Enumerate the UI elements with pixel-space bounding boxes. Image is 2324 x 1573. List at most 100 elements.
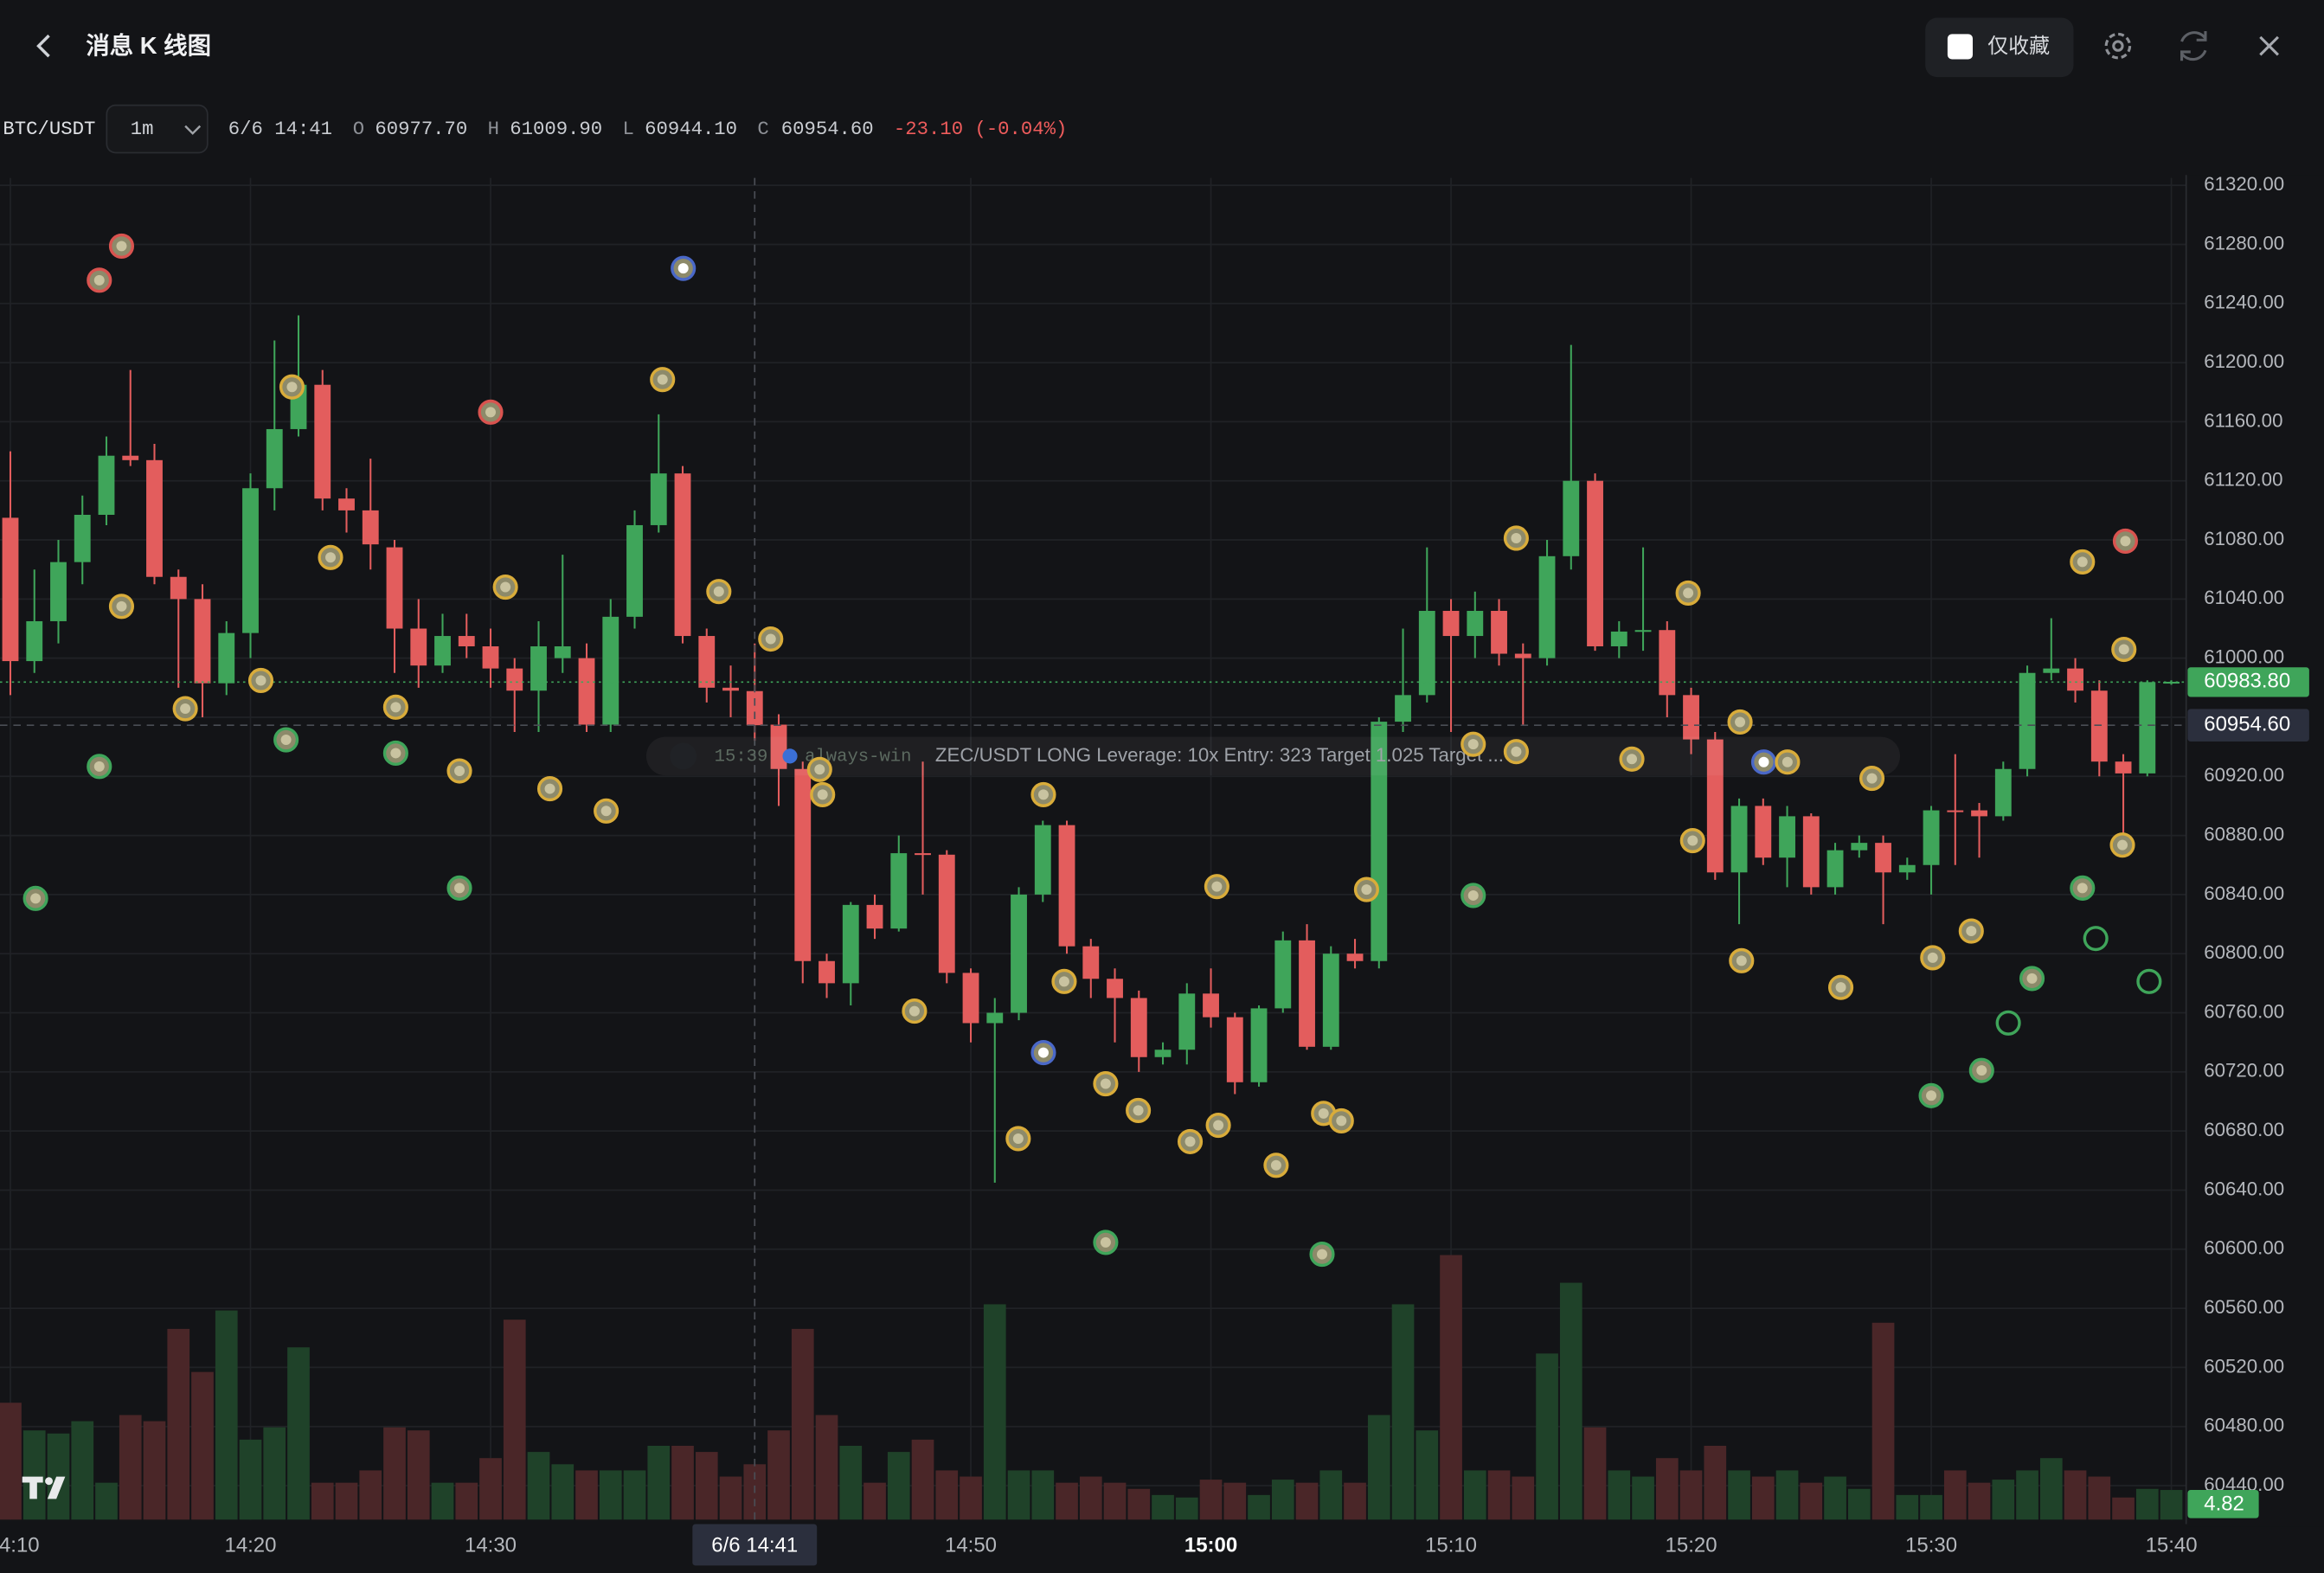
avatar: [670, 742, 697, 770]
y-tick-label: 60520.00: [2204, 1355, 2284, 1377]
marker-icon: [116, 241, 127, 252]
candle-body: [866, 904, 883, 929]
news-tooltip[interactable]: [645, 736, 1901, 776]
candle-body: [1875, 843, 1891, 873]
candle-body: [938, 854, 955, 973]
volume-bar: [719, 1476, 742, 1520]
x-tick-label: 15:00: [1184, 1533, 1237, 1557]
marker-icon: [2118, 644, 2129, 655]
interval-select[interactable]: [106, 104, 209, 154]
volume-bar: [2016, 1470, 2038, 1520]
crosshair-y-tag: [2187, 709, 2309, 742]
marker-icon: [1976, 1065, 1987, 1076]
news-markers: [22, 233, 2162, 1268]
candle-body: [242, 488, 259, 633]
candle-body: [1346, 953, 1364, 961]
volume-tag-label: 4.82: [2204, 1493, 2244, 1516]
marker-icon: [814, 764, 825, 775]
marker-icon: [1927, 952, 1938, 963]
volume-bar: [1127, 1488, 1151, 1520]
candle-body: [1322, 953, 1339, 1047]
marker-icon: [1736, 955, 1747, 966]
marker-icon: [1835, 982, 1846, 993]
close-button[interactable]: [2259, 35, 2279, 56]
candle-body: [2139, 682, 2156, 774]
candle-body: [1802, 816, 1820, 888]
legend-key: H: [488, 118, 499, 140]
volume-bar: [503, 1319, 526, 1520]
y-tick-label: 60680.00: [2204, 1119, 2284, 1140]
volume-bar: [1896, 1494, 1919, 1520]
marker-icon: [817, 789, 828, 800]
candle-body: [962, 973, 979, 1024]
volume-bar: [1992, 1480, 2015, 1520]
volume-bar: [551, 1464, 575, 1520]
candle-body: [1442, 611, 1460, 637]
candle-body: [2115, 761, 2132, 774]
candle-body: [1730, 806, 1748, 873]
volume-bar: [1583, 1427, 1607, 1520]
marker-icon: [2026, 973, 2038, 984]
x-tick-label: 4:10: [0, 1533, 40, 1557]
candle-body: [1514, 653, 1531, 658]
marker-icon: [600, 806, 612, 817]
candle-body: [1107, 979, 1123, 998]
marker-icon: [1758, 756, 1769, 767]
candle-body: [578, 658, 595, 725]
candle-body: [1538, 555, 1556, 658]
volume-bar: [1103, 1482, 1127, 1520]
candle-body: [506, 668, 523, 691]
volume-bar: [599, 1470, 622, 1520]
volume-bar: [671, 1445, 694, 1520]
news-time: 15:39: [715, 747, 768, 767]
marker-icon: [1735, 716, 1746, 728]
volume-bar: [1056, 1482, 1078, 1520]
volume-bar: [1223, 1482, 1247, 1520]
volume-bar: [767, 1430, 790, 1520]
volume-bar: [2135, 1488, 2159, 1520]
legend-key: C: [757, 118, 768, 140]
volume-bar: [191, 1371, 214, 1520]
volume-bar: [263, 1427, 286, 1520]
volume-bar: [1943, 1470, 1967, 1520]
crosshair-x-tag: [692, 1524, 818, 1566]
y-tick-label: 61240.00: [2204, 292, 2284, 313]
candle-body: [1130, 998, 1147, 1057]
chevron: [184, 125, 202, 135]
candle-body: [1395, 695, 1411, 722]
candle-body: [458, 636, 475, 646]
favorites-toggle[interactable]: [1925, 17, 2074, 78]
candle-body: [794, 768, 812, 961]
candle-body: [1274, 940, 1292, 1009]
marker-icon: [1926, 1090, 1937, 1101]
marker-icon: [1318, 1108, 1329, 1119]
candle-body: [1826, 850, 1844, 888]
candle-body: [122, 455, 139, 460]
candle-body: [98, 455, 115, 515]
volume-bar: [119, 1415, 142, 1520]
candle-body: [602, 616, 620, 725]
axes: 61320.00 61280.00 61240.00 61200.00 61160.00…: [0, 173, 2309, 1566]
legend-time: 6/6 14:41: [228, 118, 332, 140]
marker-icon: [2117, 839, 2128, 851]
candle-body: [1011, 894, 1027, 1013]
settings-button[interactable]: [2104, 32, 2132, 60]
candle-body: [1610, 631, 1627, 646]
badge: [782, 748, 798, 764]
candle-body: [2067, 668, 2083, 691]
volume-bar: [1847, 1488, 1871, 1520]
y-tick-label: 61160.00: [2204, 409, 2282, 431]
marker-icon: [713, 586, 724, 597]
back-button[interactable]: [36, 34, 50, 58]
volume-bar: [239, 1439, 262, 1520]
volume-bar: [1440, 1255, 1462, 1520]
candle-body: [1467, 611, 1484, 637]
refresh-button[interactable]: [2180, 30, 2207, 61]
volume-bar: [95, 1482, 118, 1520]
candle-body: [410, 628, 427, 666]
legend-value: 60954.60: [781, 118, 874, 140]
checkbox[interactable]: [1947, 34, 1974, 60]
candle-body: [819, 960, 835, 984]
page-title: 消息 K 线图: [86, 32, 211, 59]
symbol: BTC/USDT: [3, 118, 95, 140]
